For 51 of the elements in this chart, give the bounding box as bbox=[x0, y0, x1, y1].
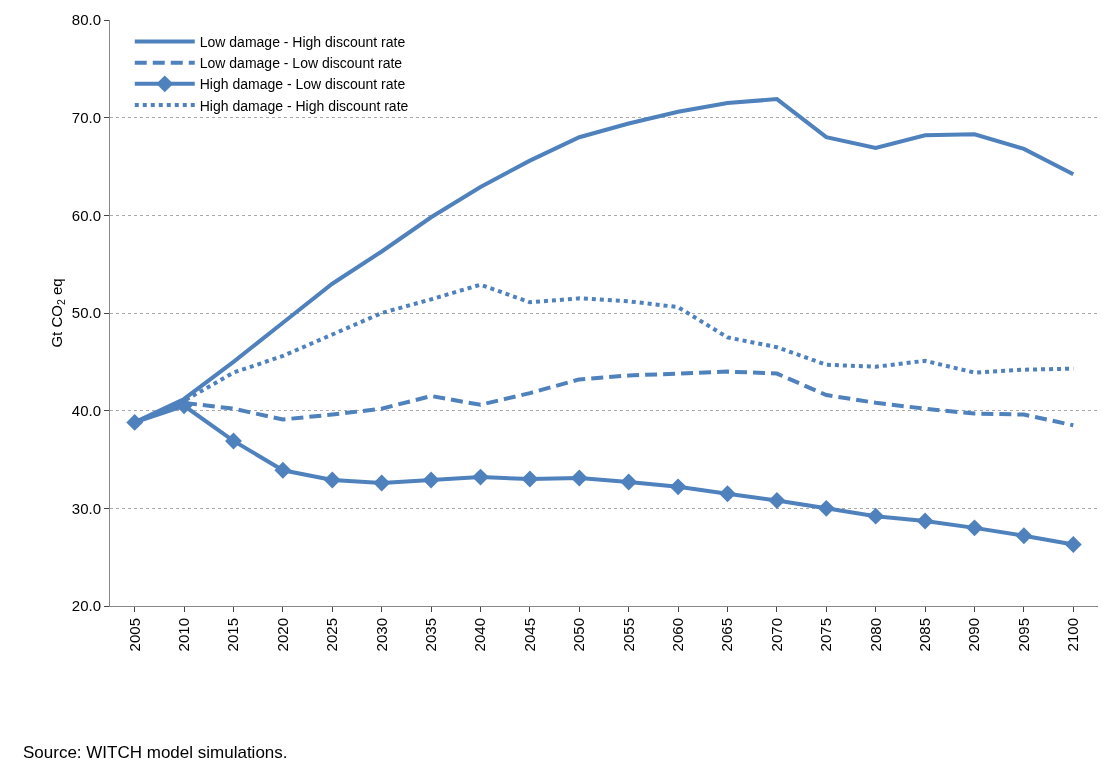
x-tick-label: 2005 bbox=[125, 618, 143, 652]
y-tick-label: 50.0 bbox=[71, 304, 101, 322]
x-tick-label: 2080 bbox=[866, 618, 884, 652]
point bbox=[422, 471, 440, 489]
point bbox=[225, 432, 242, 450]
x-tick-label: 2045 bbox=[520, 618, 538, 652]
legend-label: High damage - High discount rate bbox=[199, 97, 409, 114]
y-tick-label: 40.0 bbox=[71, 401, 101, 419]
x-tick-label: 2025 bbox=[323, 618, 341, 652]
point bbox=[126, 413, 144, 431]
point bbox=[768, 492, 786, 509]
x-tick-label: 2050 bbox=[570, 618, 588, 652]
point bbox=[620, 473, 638, 491]
point bbox=[472, 468, 489, 486]
point bbox=[916, 512, 934, 530]
point bbox=[719, 485, 736, 503]
x-tick-label: 2030 bbox=[372, 618, 390, 652]
point bbox=[1064, 536, 1082, 553]
point bbox=[323, 471, 341, 489]
point bbox=[669, 478, 687, 496]
y-tick-label: 70.0 bbox=[71, 108, 101, 126]
point bbox=[570, 469, 588, 487]
legend-label: High damage - Low discount rate bbox=[199, 76, 406, 93]
point bbox=[817, 499, 835, 517]
x-tick-label: 2060 bbox=[668, 618, 686, 652]
legend-label: Low damage - Low discount rate bbox=[199, 55, 403, 72]
point bbox=[521, 470, 539, 488]
legend-label: Low damage - High discount rate bbox=[199, 33, 406, 50]
x-tick-label: 2040 bbox=[471, 618, 489, 652]
x-tick-label: 2070 bbox=[767, 618, 785, 652]
point bbox=[1015, 527, 1033, 545]
point bbox=[274, 461, 292, 479]
y-tick-label: 60.0 bbox=[71, 206, 101, 224]
x-tick-label: 2095 bbox=[1014, 618, 1032, 652]
y-tick-label: 30.0 bbox=[71, 499, 101, 517]
x-tick-label: 2055 bbox=[619, 618, 637, 652]
x-tick-label: 2065 bbox=[718, 618, 736, 652]
y-tick-label: 80.0 bbox=[71, 11, 101, 29]
x-tick-label: 2085 bbox=[915, 618, 933, 652]
x-tick-label: 2020 bbox=[273, 618, 291, 652]
source-note: Source: WITCH model simulations. bbox=[23, 743, 288, 762]
x-tick-label: 2035 bbox=[421, 618, 439, 652]
x-tick-label: 2010 bbox=[174, 618, 192, 652]
x-tick-label: 2090 bbox=[965, 618, 983, 652]
x-tick-label: 2015 bbox=[224, 618, 242, 652]
point bbox=[373, 474, 391, 492]
x-tick-label: 2100 bbox=[1064, 618, 1082, 652]
x-tick-label: 2075 bbox=[817, 618, 835, 652]
point bbox=[867, 507, 885, 525]
point bbox=[966, 519, 983, 537]
y-tick-label: 20.0 bbox=[71, 597, 101, 615]
